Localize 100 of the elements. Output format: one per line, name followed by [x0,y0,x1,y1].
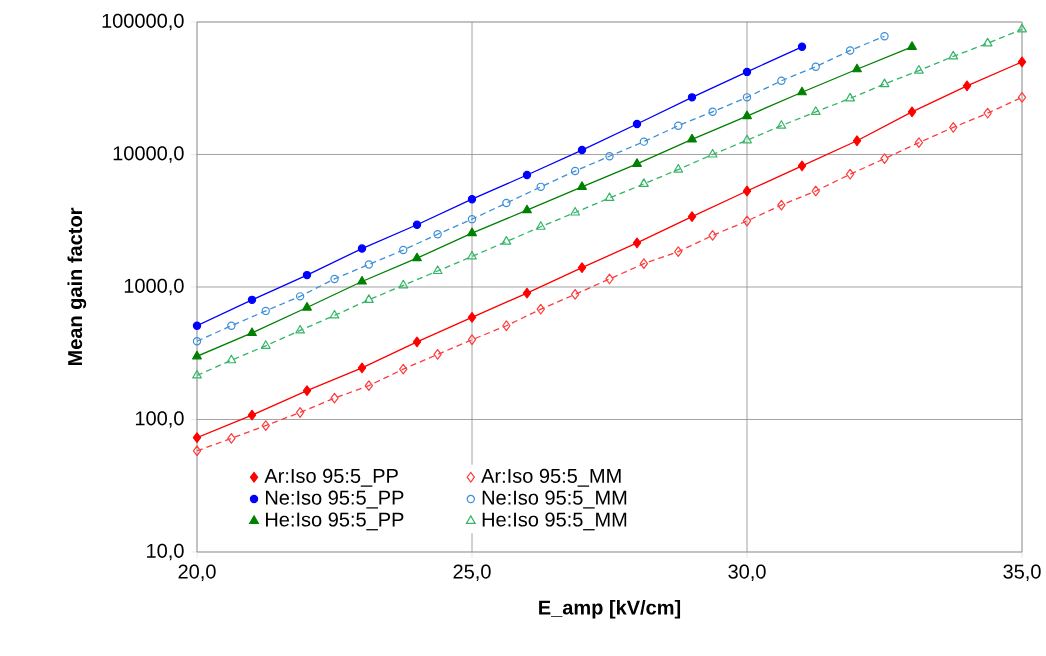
point [852,135,862,147]
point [687,133,697,143]
point [845,168,855,180]
x-tick-label: 35,0 [1003,564,1041,582]
point [777,199,786,211]
point [639,258,649,270]
point [742,215,752,227]
point [295,407,305,418]
point [433,348,442,360]
point [330,274,339,284]
point [674,246,683,257]
point [398,279,409,289]
point [639,137,649,146]
point [797,86,807,96]
point [467,311,477,323]
point [811,185,820,197]
point [247,295,257,305]
point [577,181,587,190]
point [227,433,236,444]
point [742,67,752,77]
point [1017,91,1027,103]
point [261,420,270,431]
point [357,275,367,285]
x-axis-title: E_amp [kV/cm] [539,599,681,619]
point [777,76,786,85]
point [536,182,545,192]
legend-label: He:Iso 95:5_PP [266,512,404,531]
point [948,50,959,60]
point [302,385,312,397]
point [357,362,367,374]
point [742,185,752,197]
legend-label: Ne:Iso 95:5_MM [482,490,627,509]
point [467,214,477,224]
point [982,37,993,47]
point [708,230,717,241]
point [914,137,924,148]
point [673,163,684,173]
point [295,324,306,334]
x-tick-label: 25,0 [453,564,491,582]
point [577,262,587,274]
x-tick-label: 20,0 [178,564,216,582]
point [261,306,270,316]
point [742,134,752,144]
point [949,122,958,133]
point [535,221,546,230]
point [357,244,367,253]
point [605,273,614,285]
point [776,120,787,129]
point [638,178,649,187]
point [522,204,532,214]
point [687,93,697,102]
point [810,106,821,115]
point [880,153,889,165]
point [192,321,202,330]
point [295,292,305,301]
point [467,194,477,204]
y-tick-label: 1000,0 [124,278,184,296]
point [467,227,477,237]
point [845,46,855,55]
point [330,392,339,404]
legend-label: He:Iso 95:5_MM [482,512,627,531]
legend-label: Ar:Iso 95:5_PP [264,468,398,487]
point [247,409,257,421]
point [260,340,271,349]
point [412,336,422,348]
point [604,192,615,202]
point [687,211,697,222]
point [570,288,580,300]
point [674,121,683,130]
x-tick-label: 30,0 [728,564,766,582]
point [983,107,992,119]
point [907,41,917,50]
point [913,64,924,74]
point [708,107,717,116]
y-tick-label: 10000,0 [113,146,184,163]
point [192,445,202,457]
y-tick-label: 100000,0 [102,13,184,31]
point [192,350,202,360]
point [632,158,642,167]
point [329,309,340,319]
point [399,363,408,375]
point [742,110,752,120]
point [522,287,532,299]
point [433,230,442,239]
point [522,170,532,180]
point [707,148,718,158]
point [412,252,422,262]
point [536,303,545,315]
point [302,301,312,311]
point [797,42,807,51]
point [226,354,237,364]
point [570,166,580,176]
point [364,260,374,269]
point [467,334,477,346]
point [502,198,511,208]
point [399,245,408,255]
point [1017,56,1027,68]
point [1017,23,1027,33]
point [302,270,312,280]
y-axis-title: Mean gain factor [67,207,87,366]
